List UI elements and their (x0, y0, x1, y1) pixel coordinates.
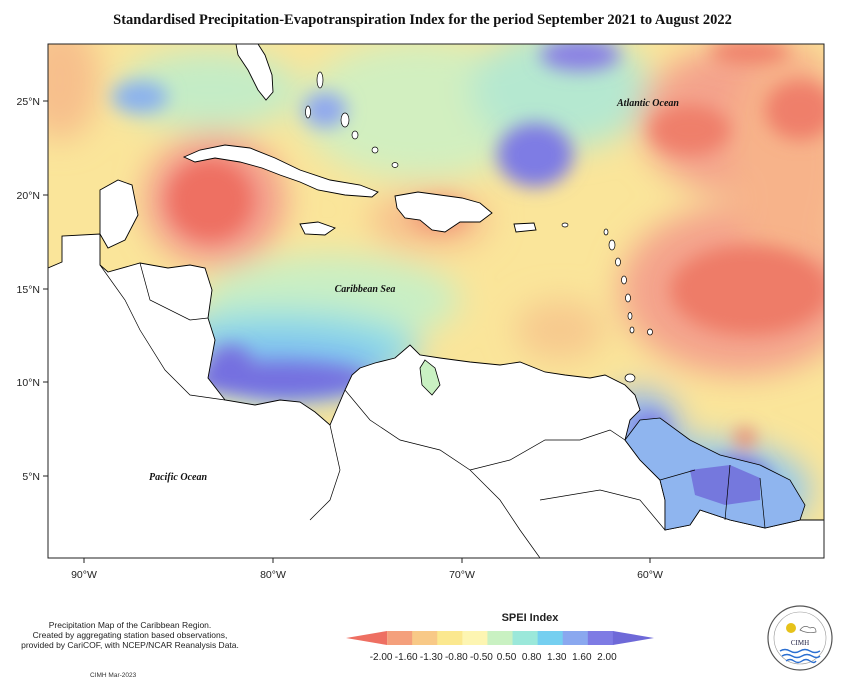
legend-label: 1.30 (547, 652, 567, 663)
legend-label: 1.60 (572, 652, 592, 663)
sun-icon (786, 623, 796, 633)
note-line-2: Created by aggregating station based obs… (32, 630, 228, 640)
legend-swatch (587, 631, 614, 645)
legend-label: 2.00 (597, 652, 617, 663)
legend-label: -1.60 (395, 652, 418, 663)
caribbean-sea-label: Caribbean Sea (335, 284, 396, 295)
lat-tick-5: 5°N (22, 471, 40, 483)
legend-swatch (412, 631, 438, 645)
legend-label: -0.50 (470, 652, 493, 663)
note-line-3: provided by CariCOF, with NCEP/NCAR Rean… (21, 640, 239, 650)
lat-tick-10: 10°N (17, 377, 40, 389)
legend-swatch (612, 631, 654, 645)
legend-swatch (487, 631, 514, 645)
legend-swatch (512, 631, 539, 645)
legend-label: 0.50 (497, 652, 517, 663)
legend-swatch (437, 631, 463, 645)
legend-swatch (562, 631, 589, 645)
wave-icon (779, 648, 821, 664)
legend-label: -0.80 (445, 652, 468, 663)
legend-label: -2.00 (370, 652, 393, 663)
lat-tick-15: 15°N (17, 284, 40, 296)
spei-legend-bar (346, 631, 654, 645)
spei-color-field (48, 44, 824, 558)
legend-swatch (387, 631, 413, 645)
legend-label: -1.30 (420, 652, 443, 663)
note-line-1: Precipitation Map of the Caribbean Regio… (48, 620, 212, 630)
lon-tick-80: 80°W (260, 569, 286, 581)
spei-legend-labels: -2.00 -1.60 -1.30 -0.80 -0.50 0.50 0.80 1.30 1.6… (370, 652, 617, 663)
atlantic-ocean-label: Atlantic Ocean (616, 98, 679, 109)
cloud-icon (799, 626, 817, 634)
land-masses (48, 44, 824, 558)
cimh-logo: CIMH (767, 605, 833, 671)
map-title: Standardised Precipitation-Evapotranspir… (113, 12, 732, 28)
map-notes: Precipitation Map of the Caribbean Regio… (0, 620, 260, 650)
lon-tick-70: 70°W (449, 569, 475, 581)
country-borders (99, 262, 766, 558)
lon-tick-60: 60°W (637, 569, 663, 581)
legend-label: 0.80 (522, 652, 542, 663)
legend-swatch (462, 631, 488, 645)
legend-swatch (346, 631, 388, 645)
lesser-antilles (305, 71, 653, 383)
lon-tick-90: 90°W (71, 569, 97, 581)
map-frame (47, 43, 825, 559)
credit-text: CIMH Mar-2023 (90, 672, 137, 679)
legend-title: SPEI Index (501, 612, 559, 624)
legend-swatch (537, 631, 564, 645)
lat-tick-20: 20°N (17, 190, 40, 202)
logo-text: CIMH (791, 639, 809, 647)
pacific-ocean-label: Pacific Ocean (149, 472, 207, 483)
lat-tick-25: 25°N (17, 96, 40, 108)
